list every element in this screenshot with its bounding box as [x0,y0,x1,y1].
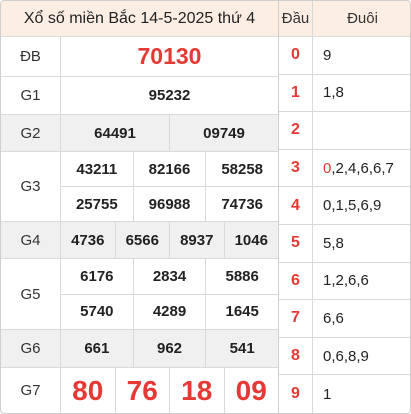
prize-number: 74736 [205,187,278,221]
head-digit: 4 [279,187,313,224]
prize-label: G3 [1,152,61,221]
tail-digit-highlight: 0 [323,159,332,177]
tail-digits: 0,2,4,6,6,7 [313,150,410,187]
tail-digits [313,112,410,149]
head-digit: 6 [279,262,313,300]
head-tail-header: Đầu Đuôi [279,1,410,37]
tail-digits: 0,6,8,9 [323,347,369,365]
prize-number: 4289 [132,294,206,329]
prize-label: G2 [1,115,61,151]
prize-label: ĐB [1,37,61,76]
prize-number: 80 [72,374,104,406]
prize-number: 09 [223,368,279,413]
prize-number: 18 [169,368,224,413]
tail-column-label: Đuôi [347,10,378,27]
prize-row-g2: G2 64491 09749 [1,115,278,152]
prize-row-g4: G4 4736 6566 8937 1046 [1,222,278,259]
prize-number: 64491 [94,124,136,142]
results-title: Xổ số miền Bắc 14-5-2025 thứ 4 [1,1,278,37]
prize-number: 6566 [114,222,170,258]
head-tail-row: 3 0,2,4,6,6,7 [279,149,410,188]
prize-number: 2834 [132,259,206,294]
tail-digits: 1,8 [323,84,344,102]
head-tail-table: Đầu Đuôi 0 9 1 1,8 2 3 0,2,4,6,6,7 4 0,1,5,6,9 5 5… [278,1,410,413]
tail-digits: 5,8 [323,234,344,252]
prize-label: G4 [1,222,61,258]
prize-number: 43211 [76,160,118,178]
prize-row-g1: G1 95232 [1,77,278,115]
prize-number: 76 [114,368,170,413]
prize-row-g7: G7 80 76 18 09 [1,368,278,413]
head-tail-row: 5 5,8 [279,224,410,263]
head-digit: 0 [279,37,313,74]
prize-number: 541 [205,330,278,367]
prize-number: 661 [84,340,110,357]
prize-number: 4736 [71,231,105,249]
head-digit: 3 [279,149,313,187]
prize-number: 6176 [80,267,114,285]
prize-number: 70130 [137,43,202,69]
tail-digits: 6,6 [323,309,344,327]
prize-number: 1046 [223,222,279,258]
prize-number: 96988 [132,187,206,221]
prize-number: 82166 [132,152,206,186]
prize-number: 1645 [205,294,278,329]
prize-label: G7 [1,368,61,413]
head-tail-row: 4 0,1,5,6,9 [279,187,410,225]
head-tail-row: 8 0,6,8,9 [279,337,410,376]
head-digit: 5 [279,224,313,262]
prize-number: 962 [132,330,206,367]
tail-digits: 9 [323,46,332,64]
tail-digits: 0,1,5,6,9 [323,197,382,215]
prize-number: 5886 [205,259,278,294]
head-digit: 7 [279,300,313,337]
head-digit: 8 [279,337,313,375]
prize-number: 5740 [80,303,114,321]
prize-number: 09749 [169,115,278,151]
prize-row-g6: G6 661 962 541 [1,330,278,368]
prize-row-g5: G5 6176 2834 5886 5740 4289 1645 [1,259,278,330]
prize-row-g3: G3 43211 82166 58258 25755 96988 74736 [1,152,278,222]
head-digit: 1 [279,74,313,112]
head-digit: 2 [279,112,313,149]
tail-digit-rest: ,2,4,6,6,7 [331,159,394,177]
tail-digits: 1 [323,385,332,403]
head-tail-row: 1 1,8 [279,74,410,113]
prize-number: 58258 [205,152,278,186]
head-tail-row: 7 6,6 [279,300,410,338]
prize-number: 95232 [148,87,191,104]
head-tail-row: 6 1,2,6,6 [279,262,410,301]
prize-number: 25755 [75,195,118,213]
tail-digits: 1,2,6,6 [323,272,369,290]
prize-label: G5 [1,259,61,329]
results-table: Xổ số miền Bắc 14-5-2025 thứ 4 ĐB 70130 … [1,1,278,413]
prize-label: G1 [1,77,61,114]
head-digit: 9 [279,375,313,413]
head-column-label: Đầu [279,1,313,36]
head-tail-row: 2 [279,112,410,150]
prize-label: G6 [1,330,61,367]
prize-number: 8937 [169,222,224,258]
prize-row-db: ĐB 70130 [1,37,278,77]
